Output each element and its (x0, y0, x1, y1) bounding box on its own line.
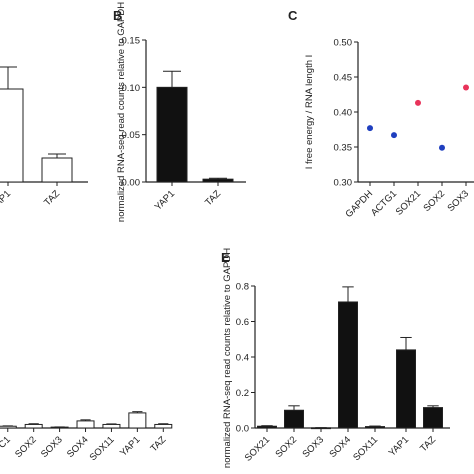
panel-b-x-tick-label: TAZ (203, 188, 223, 208)
panel-e-bar-sox21 (257, 425, 277, 429)
panel-c-y-axis-label: I free energy / RNA length I (304, 55, 315, 170)
panel-b-y-tick-label: 0.00 (122, 178, 141, 189)
panel-d-bar-yap1 (128, 412, 147, 429)
panel-a-x-tick-label: TAZ (42, 188, 62, 208)
panel-a-bar-taz (41, 157, 73, 183)
panel-c-x-tick-label: SOX21 (394, 188, 423, 217)
panel-e-x-tick-label: SOX21 (243, 434, 272, 463)
panel-c-point-actg1 (391, 132, 397, 139)
panel-c-point-sox3 (463, 84, 469, 91)
panel-b-bar-taz (202, 178, 234, 183)
panel-c-point-gapdh (367, 125, 373, 132)
panel-d-x-tick-label: SOX3 (39, 434, 65, 460)
panel-d-bar-sox2 (24, 423, 43, 429)
panel-d-bar-sox4 (76, 420, 95, 429)
panel-d-bar-taz (154, 423, 173, 429)
panel-c-y-tick-label: 0.35 (334, 143, 353, 154)
panel-c-y-tick-label: 0.45 (334, 73, 353, 84)
panel-e-x-tick-label: SOX2 (273, 434, 299, 460)
panel-c-point-sox21 (415, 99, 421, 106)
panel-c-x-tick-label: SOX3 (445, 188, 471, 214)
panel-d-x-tick-label: C1 (0, 434, 13, 450)
panel-b-y-tick-label: 0.10 (122, 83, 141, 94)
panel-e-y-tick-label: 0.2 (236, 388, 249, 399)
panel-c-scatter-chart: C I free energy / RNA length I 0.30 0.35 0… (288, 8, 474, 220)
panel-d-x-tick-label: SOX4 (65, 434, 91, 460)
panel-d-bar-sox21 (0, 425, 17, 429)
panel-b-y-tick-label: 0.05 (122, 130, 141, 141)
panel-b-letter: B (113, 8, 122, 23)
panel-d-bar-sox11 (102, 423, 121, 429)
panel-e-y-tick-label: 0.6 (236, 317, 249, 328)
panel-b-y-tick-label: 0.15 (122, 36, 141, 47)
panel-e-y-tick-label: 0.4 (236, 353, 249, 364)
panel-e-bar-sox2 (284, 409, 304, 429)
panel-c-x-tick-label: ACTG1 (369, 188, 399, 218)
panel-e-letter: E (221, 250, 230, 265)
panel-d-x-tick-label: SOX2 (13, 434, 39, 460)
panel-e-x-tick-label: SOX3 (300, 434, 326, 460)
panel-e-bar-taz (423, 407, 443, 429)
panel-e-bar-sox11 (365, 426, 385, 429)
panel-e-y-axis-label: normalized RNA-seq read counts relative … (222, 248, 233, 468)
panel-a-x-tick-label: AP1 (0, 188, 13, 208)
panel-b-bar-yap1 (156, 86, 188, 183)
panel-d-x-tick-label: TAZ (148, 434, 168, 454)
panel-e-x-tick-label: TAZ (418, 434, 438, 454)
panel-c-letter: C (288, 8, 298, 23)
panel-c-y-tick-label: 0.50 (334, 38, 353, 49)
panel-e-bar-yap1 (396, 349, 416, 429)
panel-b-x-tick-label: YAP1 (153, 188, 177, 212)
panel-d-x-tick-label: SOX11 (88, 434, 117, 463)
panel-e-y-tick-label: 0.0 (236, 424, 249, 435)
panel-b-y-axis-label: normalized RNA-seq read counts relative … (116, 2, 127, 222)
panel-d-x-tick-label: YAP1 (118, 434, 142, 458)
panel-c-y-tick-label: 0.40 (334, 108, 353, 119)
panel-a-bar-chart: AP1 TAZ (0, 66, 88, 209)
panel-e-y-tick-label: 0.8 (236, 282, 249, 293)
panel-e-bar-sox4 (338, 301, 358, 429)
panel-c-y-tick-label: 0.30 (334, 178, 353, 189)
panel-b-bar-chart: B normalized RNA-seq read counts relativ… (113, 2, 246, 222)
panel-e-x-tick-label: SOX4 (327, 434, 353, 460)
panel-c-x-tick-label: GAPDH (343, 188, 375, 220)
panel-c-x-tick-label: SOX2 (421, 188, 447, 214)
panel-e-x-tick-label: SOX11 (351, 434, 380, 463)
panel-e-bar-chart: E normalized RNA-seq read counts relativ… (221, 248, 450, 468)
panel-c-point-sox2 (439, 144, 445, 151)
panel-a-bar-yap1 (0, 88, 24, 183)
panel-e-x-tick-label: YAP1 (387, 434, 411, 458)
